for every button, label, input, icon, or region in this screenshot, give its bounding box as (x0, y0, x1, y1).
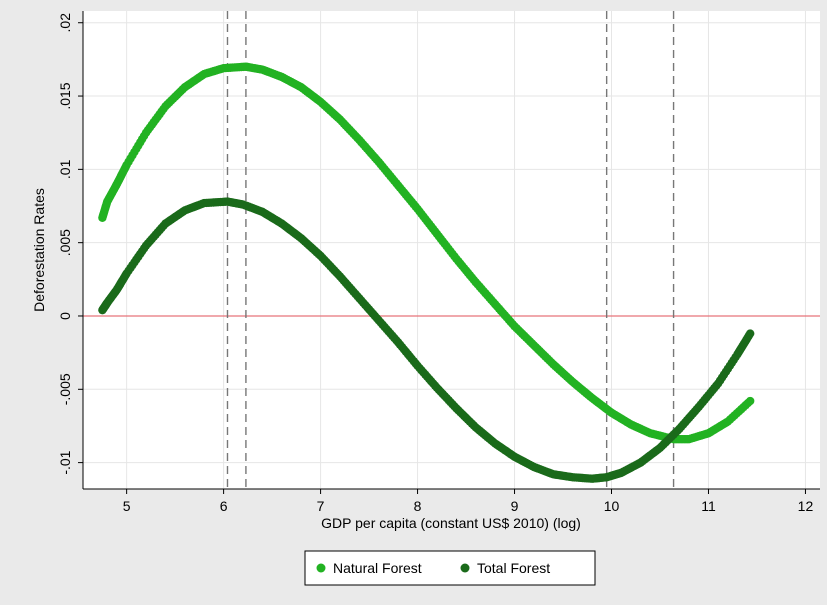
x-tick-label: 11 (701, 498, 716, 514)
x-axis-ticks: 5 6 7 8 9 10 11 12 (123, 489, 814, 514)
x-tick-label: 7 (317, 498, 325, 514)
data-point (745, 329, 755, 338)
y-tick-label: .01 (57, 159, 73, 179)
x-tick-label: 5 (123, 498, 131, 514)
y-axis-title: Deforestation Rates (31, 188, 47, 312)
data-points (98, 62, 755, 483)
legend-box (304, 550, 596, 586)
legend: Natural Forest Total Forest (304, 550, 596, 586)
x-tick-label: 10 (604, 498, 620, 514)
x-tick-label: 8 (414, 498, 422, 514)
legend-marker-natural-forest (316, 563, 326, 573)
y-axis-ticks: -.01 -.005 0 .005 .01 .015 .02 (57, 13, 83, 475)
legend-label-total-forest: Total Forest (477, 560, 550, 576)
x-tick-label: 12 (798, 498, 814, 514)
data-point (745, 396, 755, 406)
y-tick-label: -.01 (57, 450, 73, 474)
y-tick-label: -.005 (57, 373, 73, 405)
y-tick-label: .02 (57, 13, 73, 33)
y-tick-label: .005 (57, 229, 73, 256)
legend-marker-total-forest (460, 563, 470, 573)
x-tick-label: 6 (220, 498, 228, 514)
reference-lines (83, 11, 820, 489)
series-total-forest (98, 197, 755, 483)
x-tick-label: 9 (511, 498, 519, 514)
series-natural-forest (98, 62, 755, 444)
x-axis-title: GDP per capita (constant US$ 2010) (log) (321, 515, 581, 531)
y-tick-label: .015 (57, 82, 73, 109)
legend-label-natural-forest: Natural Forest (333, 560, 422, 576)
y-tick-label: 0 (57, 312, 73, 320)
